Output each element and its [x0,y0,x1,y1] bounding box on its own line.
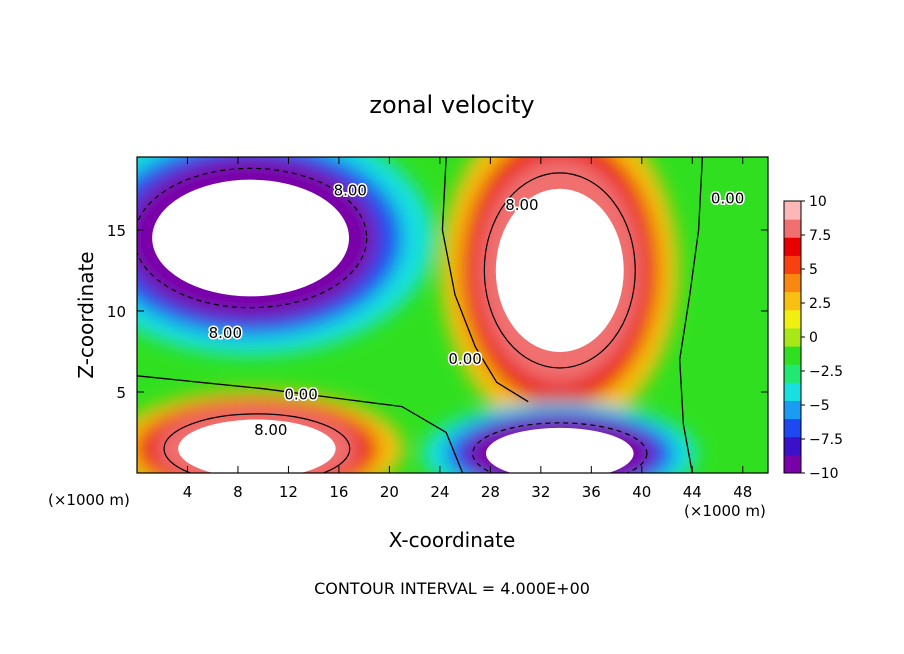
y-tick-label-2: 15 [107,222,126,240]
x-tick-label-5: 24 [430,483,449,501]
neg-contour-3 [472,422,648,473]
colorbar-swatch-0 [784,454,801,474]
colorbar-label-4: 0 [809,330,818,346]
saturated-core-0 [152,179,350,297]
colorbar-label-1: 7.5 [809,228,831,244]
pos-contour-2 [163,413,351,473]
y-axis-label: Z-coordinate [74,251,98,378]
colorbar-swatch-8 [784,309,801,329]
x-tick-label-3: 16 [329,483,348,501]
colorbar-swatch-9 [784,291,801,311]
x-tick-label-4: 20 [380,483,399,501]
y-axis: 5 10 15 [107,222,768,402]
contour-label-4: 0.00 [448,350,481,368]
saturated-core-3 [485,427,634,473]
neg-contour-0 [137,167,368,309]
zero-contour-2 [679,157,704,473]
colorbar-label-6: −5 [809,398,830,414]
y-tick-label-0: 5 [116,384,126,402]
y-tick-label-1: 10 [107,303,126,321]
contour-interval-note: CONTOUR INTERVAL = 4.000E+00 [314,579,590,598]
x-tick-label-11: 48 [733,483,752,501]
colorbar-label-3: 2.5 [809,296,831,312]
x-tick-label-2: 12 [279,483,298,501]
colorbar-swatch-4 [784,382,801,401]
x-axis: 4 8 12 16 20 24 28 32 36 40 44 48 [183,157,752,501]
contour-label-0: 8.00 [334,181,367,199]
colorbar-label-2: 5 [809,262,818,278]
x-unit-left: (×1000 m) [48,491,130,509]
colorbar-swatch-12 [784,237,801,256]
x-axis-label: X-coordinate [389,528,516,552]
contour-label-6: 8.00 [254,421,287,439]
colorbar-swatch-5 [784,364,801,383]
x-tick-label-1: 8 [233,483,243,501]
plot-frame [136,156,769,474]
contour-label-1: 8.00 [505,196,538,214]
contour-label-3: 8.00 [209,324,242,342]
x-tick-label-7: 32 [531,483,550,501]
colorbar-swatch-14 [784,201,801,220]
colorbar-label-7: −7.5 [809,432,843,448]
colorbar-label-0: 10 [809,194,827,210]
zero-contour-1 [137,375,464,473]
zero-contour-0 [441,157,529,403]
chart-title: zonal velocity [369,91,534,119]
plot-area: 8.00 8.00 0.00 8.00 0.00 0.00 8.00 [137,157,768,473]
colorbar-swatch-10 [784,273,801,293]
saturated-core-1 [495,188,624,353]
colorbar-swatch-1 [784,436,801,456]
colorbar-swatch-13 [784,219,801,238]
x-tick-label-6: 28 [481,483,500,501]
contour-label-5: 0.00 [284,386,317,404]
x-unit-right: (×1000 m) [684,502,766,520]
contour-label-2: 0.00 [711,190,744,208]
x-tick-label-10: 44 [683,483,702,501]
colorbar-swatch-3 [784,400,801,420]
saturated-core-2 [178,419,336,473]
x-tick-label-8: 36 [582,483,601,501]
pos-contour-1 [483,172,636,369]
colorbar-swatch-2 [784,418,801,438]
x-tick-label-0: 4 [183,483,193,501]
colorbar-swatch-11 [784,255,801,275]
colorbar-swatch-7 [784,327,801,347]
colorbar-label-8: −10 [809,466,839,482]
x-tick-label-9: 40 [632,483,651,501]
colorbar-swatch-6 [784,346,801,365]
colorbar: 10 7.5 5 2.5 0 −2.5 −5 −7.5 −10 [783,194,843,482]
colorbar-label-5: −2.5 [809,364,843,380]
